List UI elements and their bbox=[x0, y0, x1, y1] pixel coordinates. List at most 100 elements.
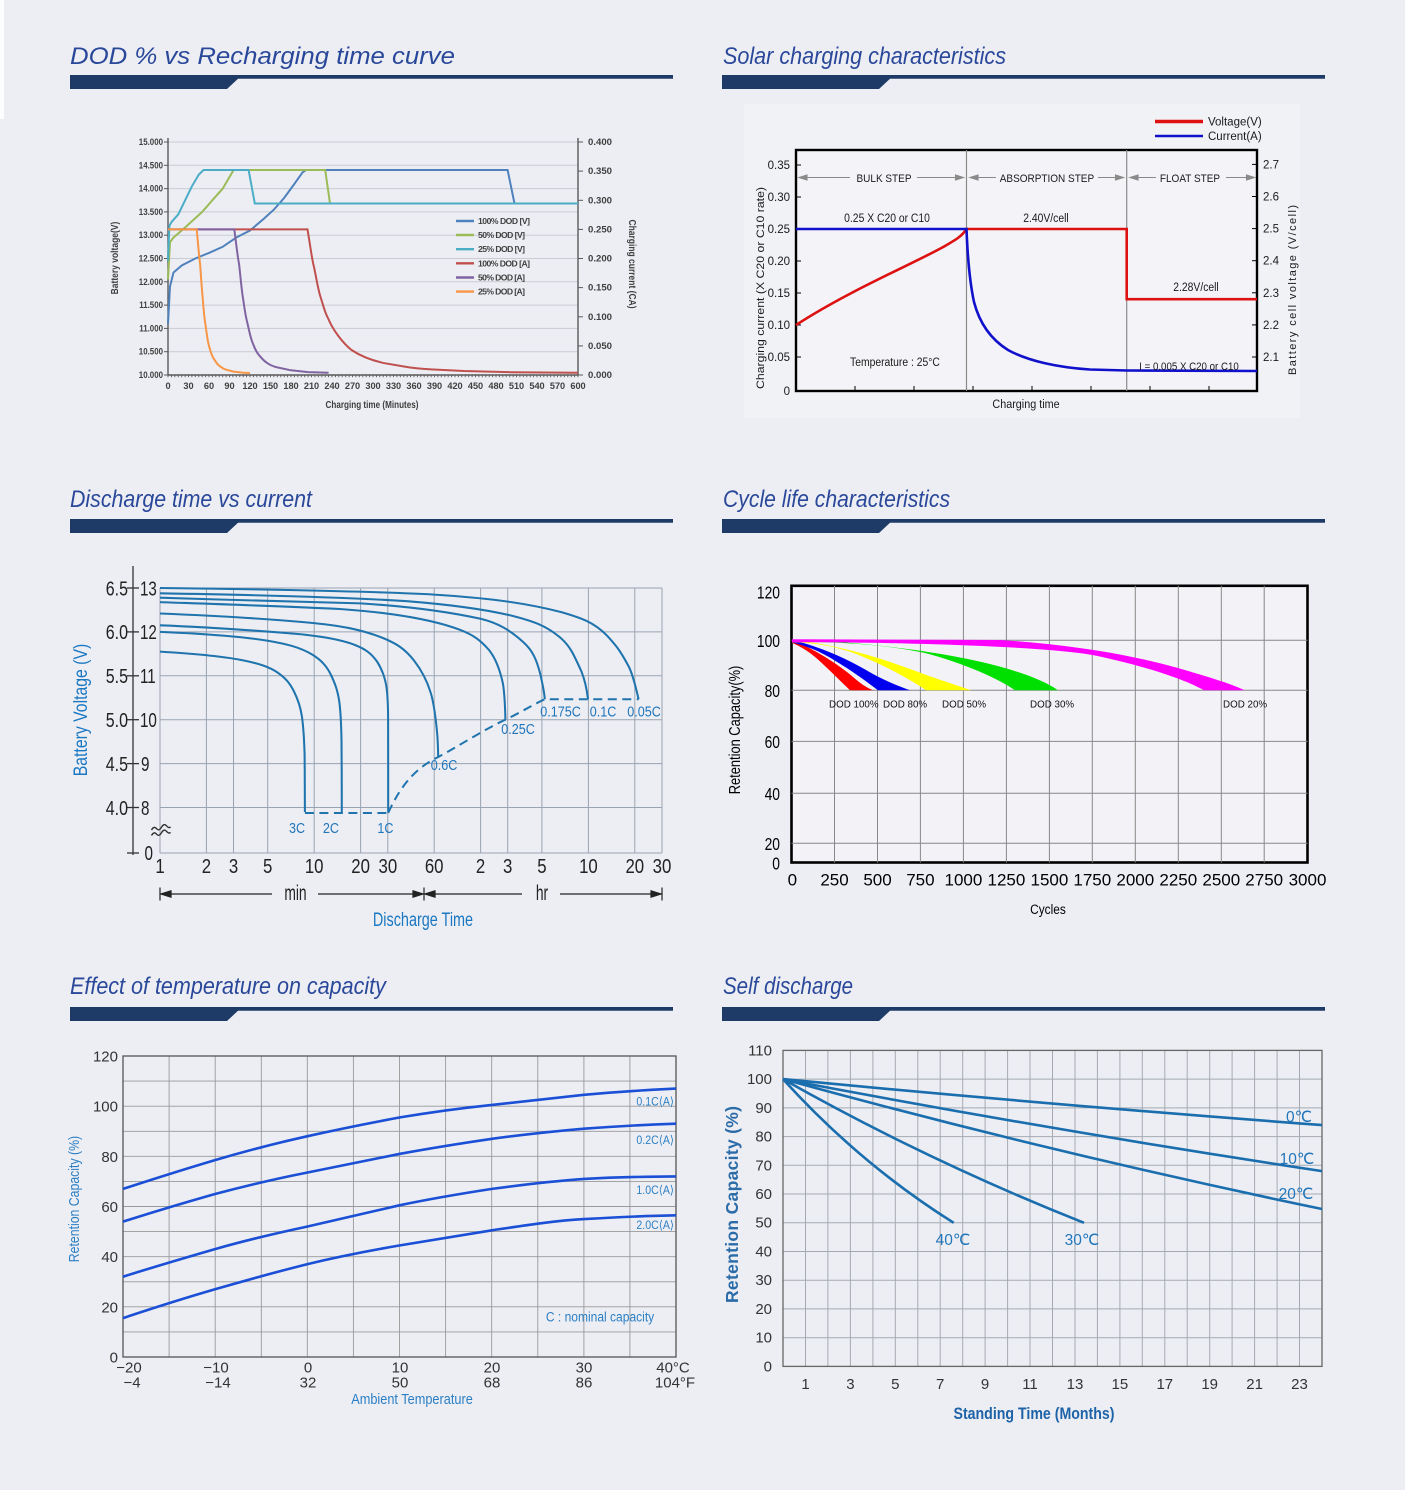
svg-text:25% DOD [A]: 25% DOD [A] bbox=[478, 287, 525, 297]
svg-text:BULK STEP: BULK STEP bbox=[857, 172, 912, 185]
svg-text:10.500: 10.500 bbox=[139, 346, 163, 357]
svg-text:20: 20 bbox=[101, 1299, 118, 1316]
svg-text:Standing Time (Months): Standing Time (Months) bbox=[954, 1404, 1115, 1423]
svg-text:1: 1 bbox=[801, 1376, 809, 1393]
svg-text:−4: −4 bbox=[123, 1375, 140, 1392]
svg-text:90: 90 bbox=[755, 1100, 772, 1117]
svg-text:23: 23 bbox=[1291, 1376, 1308, 1393]
svg-text:FLOAT STEP: FLOAT STEP bbox=[1160, 172, 1220, 185]
svg-text:0.10: 0.10 bbox=[768, 320, 790, 332]
svg-text:DOD 30%: DOD 30% bbox=[1030, 700, 1074, 711]
svg-text:100% DOD [A]: 100% DOD [A] bbox=[478, 258, 530, 268]
svg-text:2.1: 2.1 bbox=[1263, 352, 1279, 364]
svg-text:0: 0 bbox=[784, 386, 790, 398]
svg-text:60: 60 bbox=[101, 1199, 118, 1216]
svg-text:2.5: 2.5 bbox=[1263, 224, 1279, 236]
svg-text:Retention Capacity (%): Retention Capacity (%) bbox=[66, 1136, 82, 1262]
svg-text:Charging current (X C20 or C10: Charging current (X C20 or C10 rate) bbox=[755, 187, 767, 389]
svg-text:40: 40 bbox=[755, 1244, 772, 1261]
svg-text:300: 300 bbox=[365, 381, 380, 391]
svg-text:17: 17 bbox=[1156, 1376, 1173, 1393]
svg-text:104°F: 104°F bbox=[655, 1375, 695, 1392]
svg-text:15: 15 bbox=[1112, 1376, 1129, 1393]
svg-text:0.2C⟨A⟩: 0.2C⟨A⟩ bbox=[636, 1134, 674, 1147]
svg-text:1.0C⟨A⟩: 1.0C⟨A⟩ bbox=[636, 1184, 674, 1197]
svg-text:12: 12 bbox=[140, 621, 157, 644]
svg-text:2.28V/cell: 2.28V/cell bbox=[1173, 282, 1218, 295]
svg-text:0.25: 0.25 bbox=[768, 224, 790, 236]
svg-text:40: 40 bbox=[765, 784, 780, 804]
svg-text:0.300: 0.300 bbox=[588, 195, 612, 206]
svg-text:360: 360 bbox=[406, 381, 421, 391]
svg-text:DOD 80%: DOD 80% bbox=[883, 700, 927, 711]
svg-text:120: 120 bbox=[93, 1049, 118, 1066]
svg-text:2: 2 bbox=[202, 855, 211, 878]
svg-text:250: 250 bbox=[820, 871, 848, 890]
svg-text:10: 10 bbox=[140, 709, 157, 732]
svg-text:120: 120 bbox=[242, 381, 257, 391]
svg-text:0: 0 bbox=[764, 1358, 772, 1375]
svg-text:11.500: 11.500 bbox=[139, 299, 163, 310]
svg-text:1000: 1000 bbox=[944, 871, 982, 890]
svg-text:19: 19 bbox=[1201, 1376, 1218, 1393]
svg-text:C : nominal capacity: C : nominal capacity bbox=[546, 1309, 655, 1325]
svg-text:60: 60 bbox=[204, 381, 214, 391]
svg-text:DOD 100%: DOD 100% bbox=[829, 700, 879, 711]
svg-text:330: 330 bbox=[386, 381, 401, 391]
svg-text:0.25 X C20 or C10: 0.25 X C20 or C10 bbox=[844, 213, 930, 226]
svg-text:min: min bbox=[284, 881, 306, 905]
svg-text:2.6: 2.6 bbox=[1263, 192, 1279, 204]
svg-text:5: 5 bbox=[263, 855, 272, 878]
svg-text:Charging time (Minutes): Charging time (Minutes) bbox=[325, 399, 418, 410]
svg-text:2.2: 2.2 bbox=[1263, 320, 1279, 332]
svg-text:5: 5 bbox=[891, 1376, 899, 1393]
svg-text:30: 30 bbox=[755, 1272, 772, 1289]
svg-text:0.150: 0.150 bbox=[588, 283, 612, 294]
svg-text:Battery Voltage (V): Battery Voltage (V) bbox=[69, 644, 91, 777]
svg-text:9: 9 bbox=[141, 753, 150, 776]
svg-text:ABSORPTION STEP: ABSORPTION STEP bbox=[1000, 172, 1094, 185]
svg-text:120: 120 bbox=[757, 583, 780, 603]
svg-text:2: 2 bbox=[476, 855, 485, 878]
svg-text:8: 8 bbox=[141, 797, 150, 820]
svg-text:5.5: 5.5 bbox=[106, 665, 128, 687]
svg-text:90: 90 bbox=[224, 381, 234, 391]
svg-text:50: 50 bbox=[755, 1215, 772, 1232]
svg-text:3000: 3000 bbox=[1289, 871, 1327, 890]
svg-text:2.3: 2.3 bbox=[1263, 288, 1279, 300]
svg-text:50% DOD [V]: 50% DOD [V] bbox=[478, 230, 525, 240]
svg-text:11: 11 bbox=[1022, 1376, 1038, 1393]
svg-text:11.000: 11.000 bbox=[139, 323, 163, 334]
svg-text:14.500: 14.500 bbox=[139, 160, 163, 171]
svg-text:1250: 1250 bbox=[987, 871, 1025, 890]
svg-text:21: 21 bbox=[1246, 1376, 1263, 1393]
svg-text:2250: 2250 bbox=[1159, 871, 1197, 890]
svg-text:−14: −14 bbox=[205, 1375, 230, 1392]
svg-text:5.0: 5.0 bbox=[106, 709, 128, 731]
svg-text:60: 60 bbox=[425, 855, 444, 878]
svg-text:30: 30 bbox=[378, 855, 397, 878]
svg-text:3: 3 bbox=[229, 855, 238, 878]
svg-text:68: 68 bbox=[484, 1375, 501, 1392]
svg-text:100: 100 bbox=[93, 1099, 118, 1116]
svg-text:30℃: 30℃ bbox=[1065, 1232, 1100, 1249]
svg-text:30: 30 bbox=[653, 855, 672, 878]
svg-text:13: 13 bbox=[1067, 1376, 1084, 1393]
svg-text:60: 60 bbox=[755, 1186, 772, 1203]
svg-text:20: 20 bbox=[484, 1360, 501, 1377]
svg-text:80: 80 bbox=[765, 681, 780, 701]
svg-text:1500: 1500 bbox=[1030, 871, 1068, 890]
svg-text:13.000: 13.000 bbox=[139, 229, 163, 240]
svg-text:6.0: 6.0 bbox=[106, 622, 128, 644]
svg-text:−10: −10 bbox=[203, 1360, 228, 1377]
svg-text:40: 40 bbox=[101, 1249, 118, 1266]
svg-text:0.050: 0.050 bbox=[588, 341, 612, 352]
svg-text:Discharge Time: Discharge Time bbox=[373, 908, 473, 931]
svg-text:3: 3 bbox=[846, 1376, 854, 1393]
svg-text:420: 420 bbox=[447, 381, 462, 391]
svg-text:30: 30 bbox=[183, 381, 193, 391]
svg-text:0.175C: 0.175C bbox=[540, 702, 581, 719]
svg-text:750: 750 bbox=[906, 871, 934, 890]
svg-text:480: 480 bbox=[488, 381, 503, 391]
svg-text:10.000: 10.000 bbox=[139, 369, 163, 380]
